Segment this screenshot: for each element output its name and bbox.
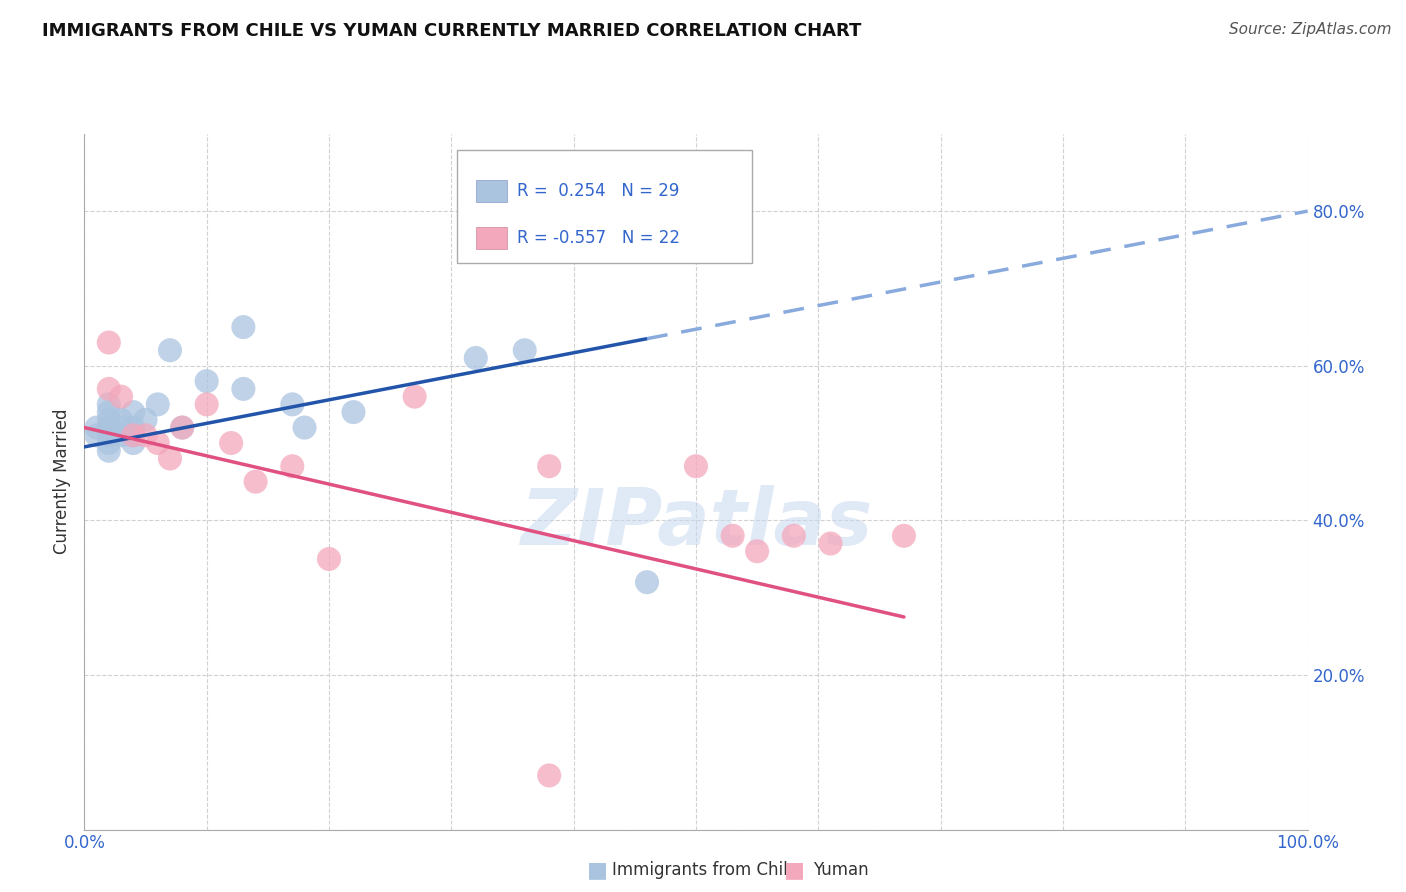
Point — [97, 382, 120, 396]
Point — [281, 397, 304, 411]
Point — [86, 428, 108, 442]
Point — [97, 335, 120, 350]
Point — [232, 382, 254, 396]
Point — [122, 436, 145, 450]
Point — [97, 436, 120, 450]
Point — [232, 320, 254, 334]
Point — [122, 428, 145, 442]
Point — [122, 420, 145, 434]
Point — [195, 374, 218, 388]
Point — [538, 768, 561, 782]
Text: Immigrants from Chile: Immigrants from Chile — [612, 861, 797, 879]
Y-axis label: Currently Married: Currently Married — [53, 409, 72, 555]
Point — [110, 390, 132, 404]
Point — [318, 552, 340, 566]
Point — [97, 443, 120, 458]
Text: R = -0.557   N = 22: R = -0.557 N = 22 — [517, 229, 681, 247]
Point — [721, 529, 744, 543]
Point — [159, 343, 181, 358]
Text: R =  0.254   N = 29: R = 0.254 N = 29 — [517, 182, 679, 200]
Point — [146, 397, 169, 411]
Text: ■: ■ — [785, 860, 804, 880]
Point — [245, 475, 267, 489]
Point — [135, 413, 157, 427]
Point — [135, 428, 157, 442]
Text: ■: ■ — [588, 860, 607, 880]
Point — [172, 420, 194, 434]
Text: Source: ZipAtlas.com: Source: ZipAtlas.com — [1229, 22, 1392, 37]
Point — [110, 413, 132, 427]
Point — [219, 436, 242, 450]
Point — [97, 405, 120, 419]
Point — [122, 428, 145, 442]
Point — [820, 536, 842, 550]
Point — [97, 413, 120, 427]
Text: ZIPatlas: ZIPatlas — [520, 485, 872, 561]
Point — [110, 420, 132, 434]
Point — [281, 459, 304, 474]
Text: Yuman: Yuman — [813, 861, 869, 879]
Point — [146, 436, 169, 450]
Point — [464, 351, 486, 365]
Point — [342, 405, 364, 419]
Point — [538, 459, 561, 474]
Point — [404, 390, 426, 404]
Point — [685, 459, 707, 474]
Point — [97, 428, 120, 442]
Point — [97, 397, 120, 411]
Point — [294, 420, 316, 434]
Text: IMMIGRANTS FROM CHILE VS YUMAN CURRENTLY MARRIED CORRELATION CHART: IMMIGRANTS FROM CHILE VS YUMAN CURRENTLY… — [42, 22, 862, 40]
Point — [195, 397, 218, 411]
Point — [110, 428, 132, 442]
Point — [97, 420, 120, 434]
Point — [159, 451, 181, 466]
Point — [172, 420, 194, 434]
Point — [86, 420, 108, 434]
Point — [513, 343, 536, 358]
Point — [783, 529, 806, 543]
Point — [893, 529, 915, 543]
Point — [636, 575, 658, 590]
Point — [747, 544, 769, 558]
Point — [122, 405, 145, 419]
